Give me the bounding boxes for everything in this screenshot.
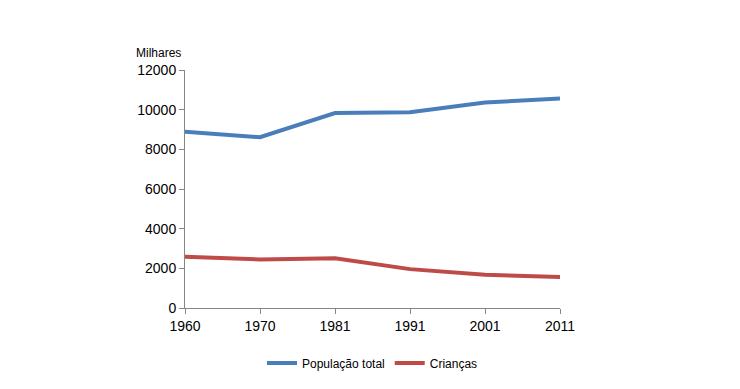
svg-text:6000: 6000 bbox=[145, 181, 176, 197]
svg-text:2011: 2011 bbox=[545, 318, 575, 334]
svg-text:1991: 1991 bbox=[394, 318, 425, 334]
svg-text:2000: 2000 bbox=[145, 260, 176, 276]
svg-text:10000: 10000 bbox=[137, 102, 176, 118]
svg-text:8000: 8000 bbox=[145, 141, 176, 157]
svg-text:1960: 1960 bbox=[169, 318, 200, 334]
svg-text:Crianças: Crianças bbox=[430, 357, 477, 371]
svg-text:2001: 2001 bbox=[469, 318, 500, 334]
svg-text:Milhares: Milhares bbox=[136, 46, 181, 60]
svg-text:População total: População total bbox=[302, 357, 385, 371]
svg-text:12000: 12000 bbox=[137, 62, 176, 78]
svg-text:1981: 1981 bbox=[319, 318, 350, 334]
svg-text:4000: 4000 bbox=[145, 221, 176, 237]
svg-text:0: 0 bbox=[168, 300, 176, 316]
svg-text:1970: 1970 bbox=[244, 318, 275, 334]
